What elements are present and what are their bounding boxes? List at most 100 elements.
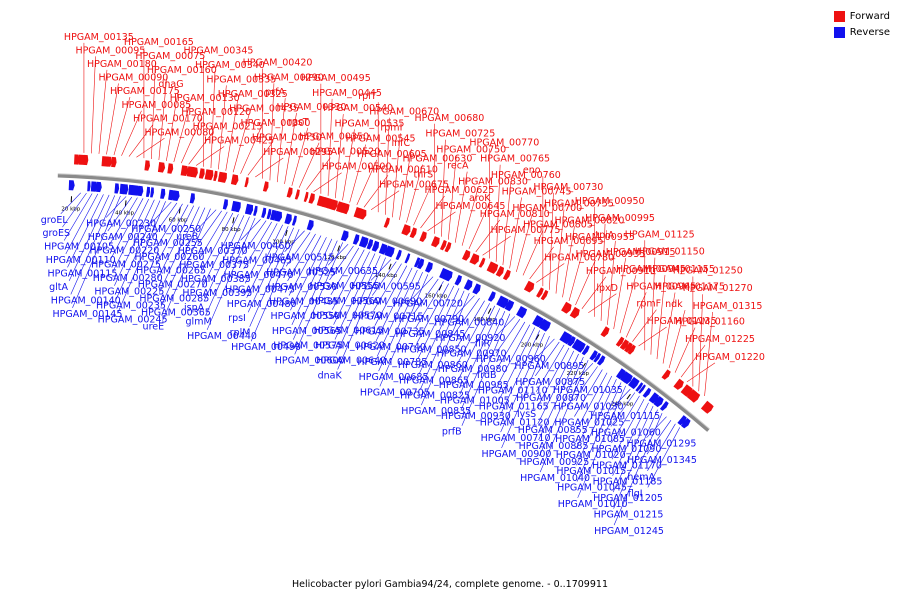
map-caption: Helicobacter pylori Gambia94/24, complet… xyxy=(0,579,900,590)
forward-gene-label: aroK xyxy=(469,193,491,204)
forward-gene xyxy=(167,163,173,174)
reverse-gene xyxy=(353,234,360,245)
forward-gene-label: HPGAM_00495 xyxy=(301,73,371,84)
forward-gene-label: HPGAM_00770 xyxy=(469,137,539,148)
reverse-gene-label: HPGAM_00515 xyxy=(265,253,335,264)
reverse-gene-label: dnaK xyxy=(318,370,343,381)
legend: Forward Reverse xyxy=(834,8,890,40)
forward-gene-label: ndk xyxy=(665,299,683,310)
reverse-gene xyxy=(425,262,433,273)
reverse-gene xyxy=(307,220,314,231)
legend-reverse: Reverse xyxy=(834,24,890,40)
forward-gene-label: lpxD xyxy=(596,283,618,294)
forward-gene xyxy=(479,258,486,268)
forward-gene xyxy=(431,236,440,247)
reverse-gene-label: HPGAM_01295 xyxy=(627,439,697,450)
forward-gene xyxy=(84,155,89,165)
reverse-gene-label: rpsI xyxy=(228,313,246,324)
reverse-gene-label: ureB xyxy=(176,232,198,243)
reverse-gene-label: HPGAM_00980 xyxy=(438,364,508,375)
forward-gene xyxy=(304,192,309,202)
forward-gene-label: HPGAM_01270 xyxy=(683,283,753,294)
forward-gene-label: HPGAM_00345 xyxy=(184,46,254,57)
forward-gene xyxy=(673,379,684,390)
forward-gene xyxy=(384,218,390,228)
forward-gene xyxy=(601,326,610,337)
forward-gene-label: rpmF xyxy=(636,299,661,310)
forward-gene xyxy=(199,168,205,179)
tick-mark xyxy=(389,264,391,270)
reverse-gene xyxy=(472,283,481,294)
forward-gene-label: HPGAM_01315 xyxy=(693,301,763,312)
tick-mark xyxy=(488,308,491,313)
reverse-gene xyxy=(405,253,411,263)
reverse-gene xyxy=(455,275,463,286)
forward-gene xyxy=(244,177,248,187)
forward-gene-label: infC xyxy=(391,138,410,149)
reverse-gene xyxy=(488,291,496,302)
forward-gene-label: thrS xyxy=(413,169,433,180)
forward-gene xyxy=(462,250,470,261)
reverse-gene-label: HPGAM_00635 xyxy=(308,266,378,277)
reverse-gene-label: flgI xyxy=(628,488,643,499)
reverse-gene xyxy=(69,180,75,190)
forward-gene xyxy=(524,281,534,293)
reverse-gene-label: fliR xyxy=(475,338,491,349)
forward-gene xyxy=(419,231,427,242)
forward-gene xyxy=(213,171,217,181)
reverse-swatch xyxy=(834,27,845,38)
reverse-gene-label: frdB xyxy=(477,370,497,381)
reverse-gene-label: ureE xyxy=(143,322,165,333)
forward-gene xyxy=(263,181,269,192)
forward-gene xyxy=(662,369,671,379)
forward-gene-label: rpsT xyxy=(288,117,309,128)
reverse-gene xyxy=(372,241,379,252)
forward-gene xyxy=(111,157,117,167)
reverse-gene-label: HPGAM_00460 xyxy=(221,241,291,252)
reverse-gene xyxy=(87,181,90,191)
forward-gene-label: rpmI xyxy=(380,122,402,133)
forward-gene xyxy=(410,227,417,238)
forward-gene xyxy=(570,307,580,319)
forward-gene-label: HPGAM_00730 xyxy=(533,182,603,193)
reverse-gene xyxy=(114,183,119,193)
tick-mark xyxy=(627,394,631,399)
legend-forward: Forward xyxy=(834,8,890,24)
forward-gene xyxy=(308,193,314,204)
forward-swatch xyxy=(834,11,845,22)
reverse-gene-label: prfB xyxy=(442,427,462,438)
reverse-gene-label: glmM xyxy=(186,317,212,328)
reverse-gene xyxy=(160,189,165,199)
forward-gene-label: HPGAM_00680 xyxy=(414,113,484,124)
reverse-gene-label: HPGAM_01035 xyxy=(553,385,623,396)
reverse-gene xyxy=(643,388,652,398)
forward-gene-label: eno xyxy=(523,165,541,176)
reverse-gene xyxy=(284,214,291,225)
reverse-gene-label: HPGAM_01245 xyxy=(594,526,664,537)
forward-gene xyxy=(144,160,150,170)
reverse-gene xyxy=(464,279,473,290)
forward-gene-label: dnaG xyxy=(158,79,183,90)
forward-gene-label: rplT xyxy=(358,91,377,102)
tick-mark xyxy=(233,217,234,223)
tick-label: 20 kbp xyxy=(61,206,80,212)
reverse-gene xyxy=(396,250,402,260)
reverse-gene-label: groEL xyxy=(41,215,69,226)
forward-gene xyxy=(158,162,165,173)
reverse-gene-label: HPGAM_00895 xyxy=(514,361,584,372)
reverse-gene xyxy=(253,206,258,216)
tick-label: 40 kbp xyxy=(115,210,134,216)
forward-gene-label: tpiA xyxy=(595,230,614,241)
forward-gene xyxy=(106,157,112,167)
reverse-gene-label: gltA xyxy=(49,282,68,293)
forward-leader-line xyxy=(639,327,667,346)
reverse-gene xyxy=(150,187,154,197)
forward-gene-label: HPGAM_01150 xyxy=(635,247,705,258)
forward-gene-label: HPGAM_01160 xyxy=(675,317,745,328)
reverse-gene xyxy=(292,216,297,226)
forward-leader-line xyxy=(687,363,715,382)
forward-gene-label: HPGAM_00995 xyxy=(585,213,655,224)
reverse-gene-label: ispA xyxy=(184,302,205,313)
forward-gene xyxy=(401,224,410,236)
